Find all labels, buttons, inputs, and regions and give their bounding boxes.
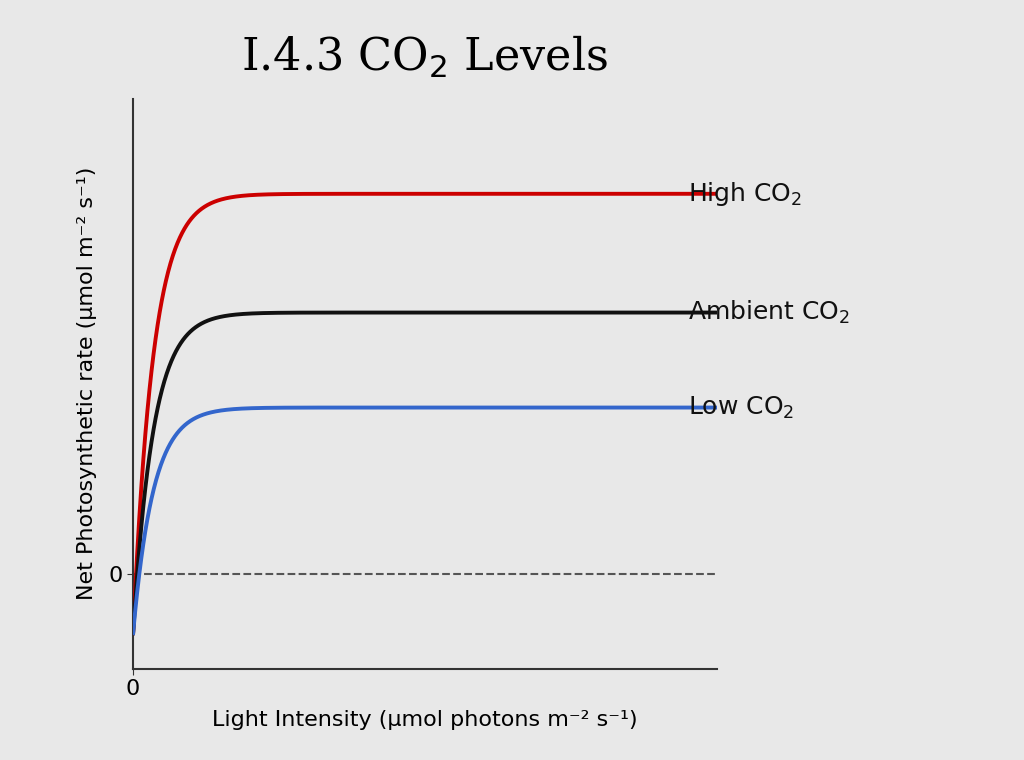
Text: Ambient CO$_2$: Ambient CO$_2$: [688, 299, 850, 326]
Title: I.4.3 CO$_2$ Levels: I.4.3 CO$_2$ Levels: [242, 34, 608, 81]
Text: High CO$_2$: High CO$_2$: [688, 180, 802, 207]
X-axis label: Light Intensity (μmol photons m⁻² s⁻¹): Light Intensity (μmol photons m⁻² s⁻¹): [212, 711, 638, 730]
Text: Low CO$_2$: Low CO$_2$: [688, 394, 794, 420]
Y-axis label: Net Photosynthetic rate (μmol m⁻² s⁻¹): Net Photosynthetic rate (μmol m⁻² s⁻¹): [78, 167, 97, 600]
